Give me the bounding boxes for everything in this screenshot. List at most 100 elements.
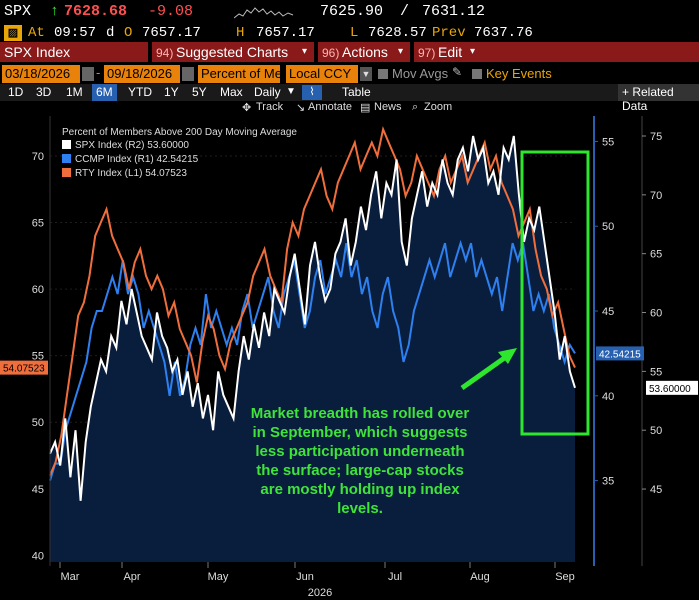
sparkline-icon: [234, 7, 294, 19]
chevron-down-icon: ▼: [286, 86, 296, 97]
quote-time: 09:57: [54, 25, 97, 41]
line-chart-icon[interactable]: ⌇: [302, 85, 322, 100]
callout-text: Market breadth has rolled over in Septem…: [250, 405, 470, 517]
legend-entry: CCMP Index (R1) 42.54215: [75, 154, 199, 165]
security-label: SPX Index: [4, 44, 71, 60]
r2-tick-label: 50: [650, 425, 662, 437]
mode-select[interactable]: Percent of Me: [198, 65, 280, 83]
x-tick-label: Sep: [555, 571, 575, 583]
up-arrow-icon: ↑: [50, 3, 60, 20]
exchange-icon: ▨: [4, 25, 22, 41]
open-value: 7657.17: [142, 25, 201, 41]
end-date-field[interactable]: 09/18/2026: [104, 65, 180, 83]
d-label: d: [106, 25, 115, 41]
security-field[interactable]: SPX Index: [0, 42, 148, 62]
left-tick-label: 60: [32, 284, 44, 296]
r2-tick-label: 75: [650, 131, 662, 143]
bid-price: 7625.90: [320, 3, 384, 20]
period-1m[interactable]: 1M: [66, 85, 83, 99]
legend-swatch: [62, 140, 71, 149]
year-label: 2026: [308, 587, 332, 599]
x-tick-label: Mar: [61, 571, 80, 583]
r1-tick-label: 55: [602, 136, 614, 148]
start-date-field[interactable]: 03/18/2026: [2, 65, 80, 83]
x-tick-label: May: [208, 571, 229, 583]
at-label: At: [28, 25, 45, 41]
x-tick-label: Apr: [123, 571, 140, 583]
period-1y[interactable]: 1Y: [164, 85, 179, 99]
period-1d[interactable]: 1D: [8, 85, 24, 99]
actions-num: 96): [322, 46, 340, 60]
last-value-tag: [0, 360, 48, 375]
period-bar: 1D 3D 1M 6M YTD 1Y 5Y Max Daily ▼ ⌇ Tabl…: [0, 84, 699, 113]
session-bar: ▨ At 09:57 d O 7657.17 H 7657.17 L 7628.…: [0, 24, 699, 42]
r1-tick-label: 45: [602, 306, 614, 318]
chart-canvas[interactable]: 40 45 50 55 60 65 70 35 40 45 50 55 45 50 55 60 65 70 75 Ma…: [0, 116, 699, 600]
table-button[interactable]: Table: [342, 85, 371, 99]
period-max[interactable]: Max: [220, 85, 243, 99]
chevron-down-icon: ▾: [302, 46, 308, 57]
left-tick-label: 55: [32, 351, 44, 363]
key-events-checkbox[interactable]: [472, 69, 482, 79]
left-tick-label: 45: [32, 484, 44, 496]
period-5y[interactable]: 5Y: [192, 85, 207, 99]
track-icon: ✥: [242, 102, 252, 114]
related-data-button[interactable]: + Related Data: [618, 84, 699, 113]
period-3d[interactable]: 3D: [36, 85, 52, 99]
suggested-charts-menu[interactable]: 94) Suggested Charts ▾: [152, 42, 314, 62]
edit-menu[interactable]: 97) Edit ▾: [414, 42, 699, 62]
x-tick-label: Jul: [388, 571, 402, 583]
r1-tick-label: 50: [602, 221, 614, 233]
left-tick-label: 65: [32, 218, 44, 230]
prev-label: Prev: [432, 25, 466, 41]
news-button[interactable]: News: [374, 101, 402, 113]
left-tick-label: 50: [32, 417, 44, 429]
left-tick-label: 70: [32, 151, 44, 163]
highlight-box: [520, 150, 590, 436]
high-label: H: [236, 25, 245, 41]
x-tick-label: Jun: [296, 571, 314, 583]
calendar-icon[interactable]: [82, 67, 94, 81]
actions-menu[interactable]: 96) Actions ▾: [318, 42, 410, 62]
x-tick-label: Aug: [470, 571, 490, 583]
legend-swatch: [62, 168, 71, 177]
prev-value: 7637.76: [474, 25, 533, 41]
frequency-select[interactable]: Daily: [254, 85, 281, 99]
chart-legend: Percent of Members Above 200 Day Moving …: [62, 127, 297, 179]
high-value: 7657.17: [256, 25, 315, 41]
key-events-label: Key Events: [486, 66, 552, 81]
low-label: L: [350, 25, 359, 41]
zoom-button[interactable]: Zoom: [424, 101, 453, 113]
spx-line: [49, 135, 576, 501]
last-value-tag: [596, 346, 644, 361]
mov-avgs-checkbox[interactable]: [378, 69, 388, 79]
edit-label: Edit: [438, 44, 463, 60]
r2-tick-label: 70: [650, 190, 662, 202]
legend-entry: SPX Index (R2) 53.60000: [75, 140, 189, 151]
period-ytd[interactable]: YTD: [128, 85, 152, 99]
currency-select[interactable]: Local CCY: [286, 65, 358, 83]
menu-bar: SPX Index 94) Suggested Charts ▾ 96) Act…: [0, 42, 699, 62]
charts-label: Suggested Charts: [176, 44, 289, 60]
r2-tick-label: 60: [650, 308, 662, 320]
legend-title: Percent of Members Above 200 Day Moving …: [62, 127, 297, 138]
charts-num: 94): [156, 46, 174, 60]
last-value-label: 54.07523: [3, 364, 45, 375]
news-icon: ▤: [360, 102, 371, 114]
calendar-icon[interactable]: [182, 67, 194, 81]
last-value-label: 53.60000: [649, 384, 691, 395]
pencil-icon[interactable]: ✎: [452, 65, 463, 79]
period-6m[interactable]: 6M: [92, 84, 117, 101]
ticker-label[interactable]: SPX: [4, 3, 32, 20]
last-value-label: 42.54215: [599, 349, 641, 360]
edit-num: 97): [418, 46, 436, 60]
chevron-down-icon[interactable]: ▼: [360, 67, 372, 81]
r2-tick-label: 55: [650, 366, 662, 378]
r1-tick-label: 40: [602, 391, 614, 403]
callout-arrow: [460, 351, 512, 391]
r1-tick-label: 35: [602, 476, 614, 488]
track-button[interactable]: Track: [256, 101, 284, 113]
r2-tick-label: 45: [650, 484, 662, 496]
annotate-icon: ↘: [296, 102, 306, 114]
annotate-button[interactable]: Annotate: [308, 101, 353, 113]
